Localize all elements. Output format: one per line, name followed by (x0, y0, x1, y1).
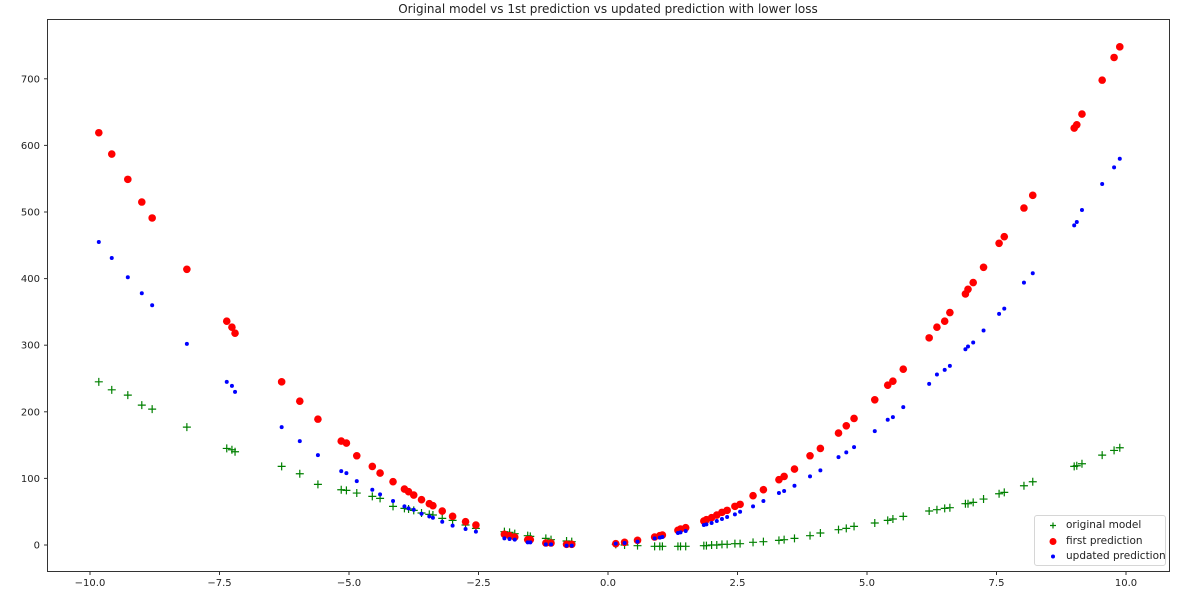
legend-item-original-model: original model (1035, 518, 1167, 533)
x-tick-label: 7.5 (989, 578, 1005, 589)
original-model-series (94, 377, 1124, 551)
y-axis: 0 100 200 300 400 500 600 700 (21, 74, 47, 552)
plus-marker-icon (1050, 522, 1056, 529)
y-tick-label: 200 (21, 407, 40, 418)
y-tick-label: 700 (21, 74, 40, 85)
x-tick-label: −2.5 (466, 578, 490, 589)
updated-prediction-series (96, 156, 1122, 548)
y-tick-label: 400 (21, 274, 40, 285)
x-tick-label: −5.0 (337, 578, 361, 589)
x-tick-label: −10.0 (75, 578, 106, 589)
x-tick-label: 0.0 (600, 578, 616, 589)
x-tick-label: 10.0 (1115, 578, 1137, 589)
first-prediction-series (95, 43, 1124, 549)
x-tick-label: 2.5 (730, 578, 746, 589)
y-tick-label: 500 (21, 208, 40, 219)
legend-label: first prediction (1066, 535, 1143, 547)
legend-item-first-prediction: first prediction (1035, 534, 1167, 549)
blue-dot-marker-icon (1051, 554, 1055, 559)
y-tick-label: 300 (21, 341, 40, 352)
x-tick-label: −7.5 (207, 578, 231, 589)
legend-label: original model (1066, 519, 1142, 531)
legend: original model first prediction updated … (1034, 515, 1166, 566)
chart-title: Original model vs 1st prediction vs upda… (398, 2, 818, 16)
legend-item-updated-prediction: updated prediction (1035, 549, 1167, 564)
y-tick-label: 0 (34, 541, 40, 552)
red-dot-marker-icon (1049, 538, 1057, 545)
data-points (94, 43, 1124, 551)
legend-label: updated prediction (1066, 550, 1166, 562)
plot-frame (47, 19, 1170, 572)
x-tick-label: 5.0 (859, 578, 875, 589)
y-tick-label: 100 (21, 474, 40, 485)
y-tick-label: 600 (21, 141, 40, 152)
x-axis: −10.0 −7.5 −5.0 −2.5 0.0 2.5 5.0 7.5 10.0 (75, 572, 1137, 589)
